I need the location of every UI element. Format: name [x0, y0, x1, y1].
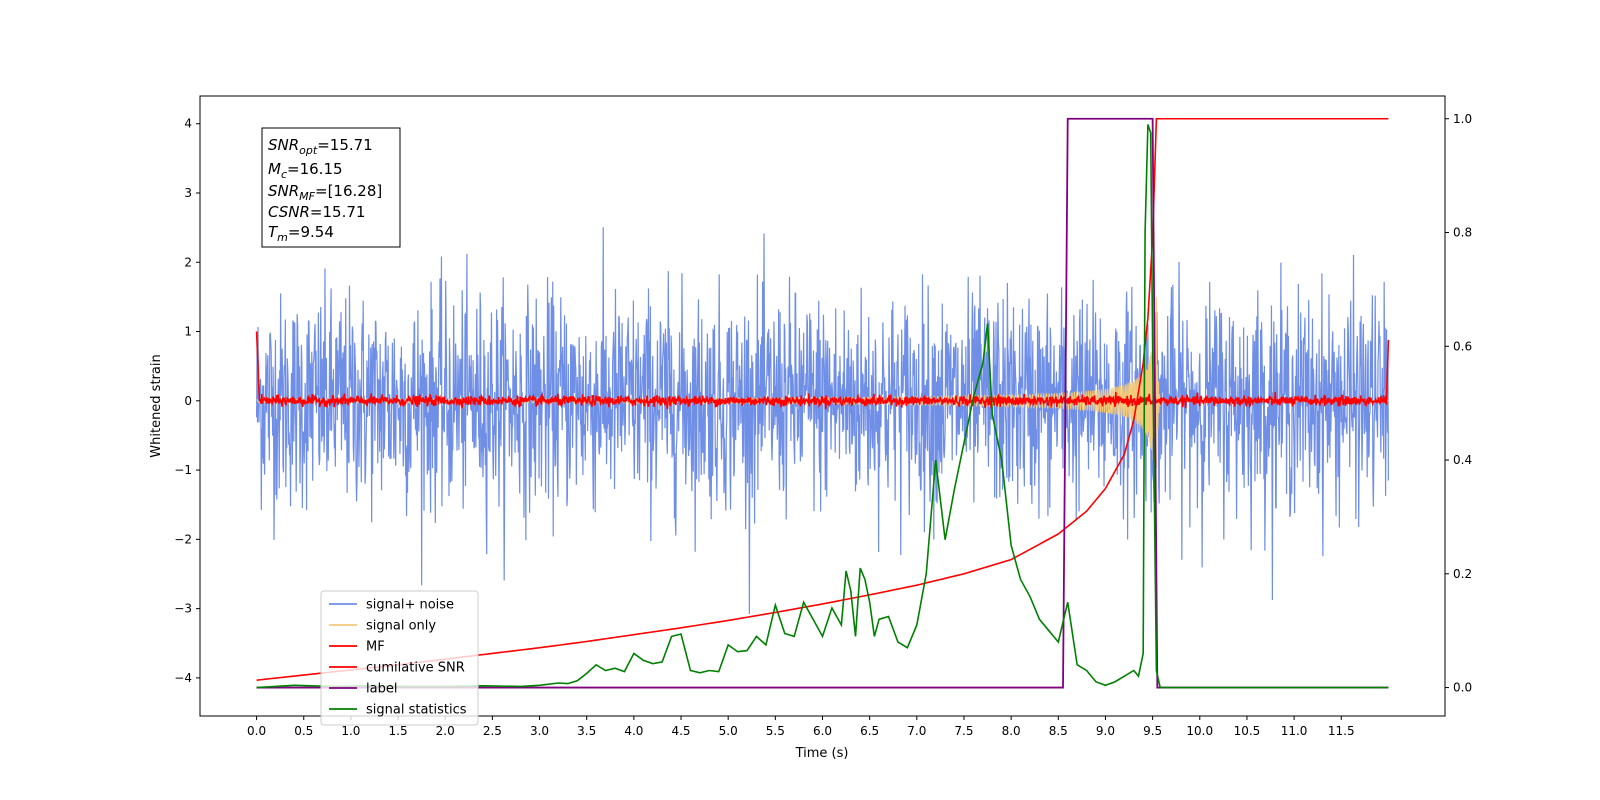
y-left-tick-label: −4	[174, 671, 192, 685]
info-snr-opt: SNRopt=15.71	[268, 136, 373, 157]
legend-label: label	[366, 682, 397, 697]
y-right-tick-label: 0.8	[1453, 226, 1472, 240]
info-csnr: CSNR=15.71	[268, 203, 365, 221]
y-left-tick-label: 3	[184, 186, 192, 200]
y-axis-label: Whitened strain	[149, 354, 164, 457]
series-signal-noise	[255, 227, 1390, 614]
legend-label: signal only	[366, 619, 436, 634]
series-mf	[255, 331, 1390, 410]
legend-item: MF	[329, 640, 385, 655]
y-left-tick-label: 1	[184, 325, 192, 339]
y-left-tick-label: −1	[174, 463, 192, 477]
legend-item: signal statistics	[329, 703, 467, 718]
x-tick-label: 2.5	[483, 724, 502, 738]
x-tick-label: 9.5	[1143, 724, 1162, 738]
x-tick-label: 5.5	[766, 724, 785, 738]
x-tick-label: 3.0	[530, 724, 549, 738]
x-tick-label: 5.0	[719, 724, 738, 738]
x-tick-label: 2.0	[436, 724, 455, 738]
legend-frame	[320, 590, 479, 726]
x-tick-label: 8.5	[1049, 724, 1068, 738]
legend-item: signal+ noise	[329, 598, 454, 613]
y-axis-left-ticks: −4 −3 −2 −1 0 1 2 3 4	[174, 117, 200, 685]
legend: signal+ noise signal only MF cumilative SNR…	[320, 590, 479, 726]
y-left-tick-label: 2	[184, 255, 192, 269]
x-axis-ticks: 0.0 0.5 1.0 1.5 2.0 2.5 3.0 3.5 4.0 4.5 5.0 5.5 6.0 6…	[247, 716, 1355, 738]
x-tick-label: 8.0	[1002, 724, 1021, 738]
y-right-tick-label: 0.6	[1453, 339, 1472, 353]
legend-item: label	[329, 682, 397, 697]
x-tick-label: 9.0	[1096, 724, 1115, 738]
legend-label: MF	[366, 640, 385, 655]
series-signal-statistics	[256, 124, 1389, 689]
info-tm: Tm=9.54	[268, 223, 334, 244]
y-right-tick-label: 0.4	[1453, 453, 1472, 467]
legend-label: signal+ noise	[366, 598, 454, 613]
x-tick-label: 6.0	[813, 724, 832, 738]
x-tick-label: 0.5	[294, 724, 313, 738]
legend-item: cumilative SNR	[329, 661, 465, 676]
info-box-frame	[261, 127, 401, 248]
x-tick-label: 1.0	[341, 724, 360, 738]
info-mc: Mc=16.15	[268, 160, 343, 181]
y-left-tick-label: 0	[184, 394, 192, 408]
x-tick-label: 10.5	[1234, 724, 1261, 738]
y-left-tick-label: −3	[174, 602, 192, 616]
x-tick-label: 7.5	[954, 724, 973, 738]
x-tick-label: 0.0	[247, 724, 266, 738]
x-tick-label: 4.5	[671, 724, 690, 738]
y-left-tick-label: −2	[174, 532, 192, 546]
legend-item: signal only	[329, 619, 436, 634]
x-tick-label: 1.5	[389, 724, 408, 738]
y-right-tick-label: 0.0	[1453, 681, 1472, 695]
y-right-tick-label: 0.2	[1453, 567, 1472, 581]
info-snr-mf: SNRMF=[16.28]	[268, 182, 382, 203]
x-axis-label: Time (s)	[795, 746, 849, 761]
x-tick-label: 10.0	[1186, 724, 1213, 738]
y-left-tick-label: 4	[184, 117, 192, 131]
x-tick-label: 11.0	[1281, 724, 1308, 738]
x-tick-label: 11.5	[1328, 724, 1355, 738]
y-right-tick-label: 1.0	[1453, 112, 1472, 126]
x-tick-label: 3.5	[577, 724, 596, 738]
x-tick-label: 4.0	[624, 724, 643, 738]
x-tick-label: 7.0	[907, 724, 926, 738]
y-axis-right-ticks: 0.0 0.2 0.4 0.6 0.8 1.0	[1445, 112, 1472, 695]
legend-label: signal statistics	[366, 703, 467, 718]
info-box: SNRopt=15.71 Mc=16.15 SNRMF=[16.28] CSNR…	[261, 127, 401, 248]
x-tick-label: 6.5	[860, 724, 879, 738]
legend-label: cumilative SNR	[366, 661, 465, 676]
